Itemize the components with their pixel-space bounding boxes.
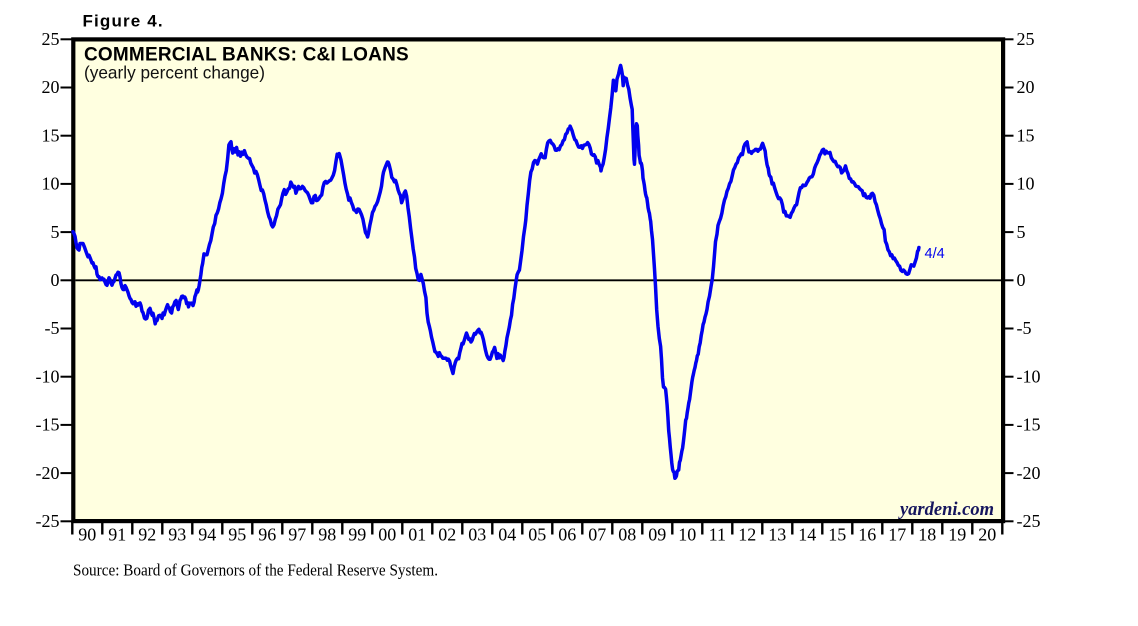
svg-text:96: 96 xyxy=(258,525,276,545)
svg-text:18: 18 xyxy=(918,525,936,545)
svg-text:14: 14 xyxy=(798,525,816,545)
svg-text:0: 0 xyxy=(51,270,60,290)
svg-text:94: 94 xyxy=(198,525,216,545)
svg-text:-5: -5 xyxy=(45,318,60,338)
svg-text:90: 90 xyxy=(78,525,96,545)
svg-text:0: 0 xyxy=(1017,270,1026,290)
svg-text:4/4: 4/4 xyxy=(925,246,945,262)
svg-text:25: 25 xyxy=(42,29,60,49)
svg-text:17: 17 xyxy=(888,525,906,545)
svg-text:5: 5 xyxy=(51,222,60,242)
svg-text:Source: Board of Governors of: Source: Board of Governors of the Federa… xyxy=(73,561,438,580)
svg-text:10: 10 xyxy=(678,525,696,545)
svg-text:19: 19 xyxy=(948,525,966,545)
svg-text:92: 92 xyxy=(138,525,156,545)
svg-text:-20: -20 xyxy=(1017,463,1041,483)
svg-text:-10: -10 xyxy=(36,366,60,386)
svg-text:98: 98 xyxy=(318,525,336,545)
svg-text:15: 15 xyxy=(42,125,60,145)
svg-text:-25: -25 xyxy=(1017,511,1041,531)
svg-text:08: 08 xyxy=(618,525,636,545)
svg-text:10: 10 xyxy=(1017,174,1035,194)
svg-text:16: 16 xyxy=(858,525,876,545)
svg-text:-5: -5 xyxy=(1017,318,1032,338)
svg-text:-10: -10 xyxy=(1017,366,1041,386)
svg-text:12: 12 xyxy=(738,525,756,545)
svg-text:-15: -15 xyxy=(36,415,60,435)
svg-text:-15: -15 xyxy=(1017,415,1041,435)
svg-text:05: 05 xyxy=(528,525,546,545)
svg-text:20: 20 xyxy=(1017,77,1035,97)
svg-text:10: 10 xyxy=(42,174,60,194)
svg-text:-20: -20 xyxy=(36,463,60,483)
svg-text:11: 11 xyxy=(709,525,726,545)
svg-text:-25: -25 xyxy=(36,511,60,531)
svg-text:00: 00 xyxy=(378,525,396,545)
svg-text:93: 93 xyxy=(168,525,186,545)
svg-text:20: 20 xyxy=(978,525,996,545)
svg-text:95: 95 xyxy=(228,525,246,545)
svg-text:99: 99 xyxy=(348,525,366,545)
svg-text:COMMERCIAL BANKS: C&I LOANS: COMMERCIAL BANKS: C&I LOANS xyxy=(84,45,409,66)
svg-text:03: 03 xyxy=(468,525,486,545)
svg-text:15: 15 xyxy=(828,525,846,545)
svg-text:91: 91 xyxy=(108,525,126,545)
svg-text:(yearly percent change): (yearly percent change) xyxy=(84,63,265,83)
svg-text:20: 20 xyxy=(42,77,60,97)
svg-text:07: 07 xyxy=(588,525,606,545)
svg-text:01: 01 xyxy=(408,525,426,545)
svg-text:09: 09 xyxy=(648,525,666,545)
svg-text:Figure 4.: Figure 4. xyxy=(83,12,164,31)
svg-text:04: 04 xyxy=(498,525,516,545)
svg-text:13: 13 xyxy=(768,525,786,545)
svg-text:97: 97 xyxy=(288,525,306,545)
svg-text:06: 06 xyxy=(558,525,576,545)
svg-text:15: 15 xyxy=(1017,125,1035,145)
svg-text:02: 02 xyxy=(438,525,456,545)
svg-text:5: 5 xyxy=(1017,222,1026,242)
svg-text:yardeni.com: yardeni.com xyxy=(898,500,994,520)
svg-text:25: 25 xyxy=(1017,29,1035,49)
